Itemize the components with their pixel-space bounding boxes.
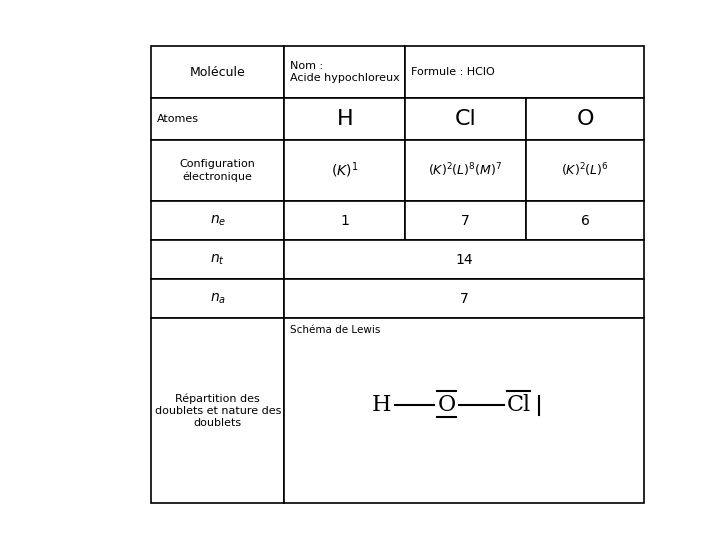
Text: Cl: Cl	[506, 394, 531, 416]
Text: $(K)^2(L)^6$: $(K)^2(L)^6$	[562, 162, 609, 179]
Bar	[526, 98, 644, 140]
Bar	[151, 240, 284, 279]
Text: Formule : HClO: Formule : HClO	[411, 67, 495, 77]
Text: 7: 7	[462, 214, 470, 228]
Bar	[151, 318, 284, 503]
Bar	[151, 98, 284, 140]
Bar	[405, 201, 526, 240]
Text: Répartition des
doublets et nature des
doublets: Répartition des doublets et nature des d…	[155, 394, 281, 428]
Text: Configuration
électronique: Configuration électronique	[180, 159, 256, 181]
Bar	[284, 201, 405, 240]
Text: 1: 1	[341, 214, 349, 228]
Text: Molécule: Molécule	[190, 66, 246, 79]
Bar	[284, 279, 644, 318]
Bar	[284, 98, 405, 140]
Text: $(K)^1$: $(K)^1$	[331, 161, 359, 180]
Bar	[284, 46, 405, 98]
Bar	[405, 46, 644, 98]
Bar	[284, 240, 644, 279]
Text: 6: 6	[581, 214, 590, 228]
Bar	[151, 279, 284, 318]
Text: Cl: Cl	[455, 109, 477, 129]
Bar	[284, 140, 405, 201]
Bar	[151, 201, 284, 240]
Bar	[526, 140, 644, 201]
Text: O: O	[577, 109, 594, 129]
Text: H: H	[372, 394, 392, 416]
Text: $n_e$: $n_e$	[210, 214, 226, 228]
Text: $n_t$: $n_t$	[210, 253, 225, 267]
Bar	[405, 140, 526, 201]
Text: Atomes: Atomes	[157, 114, 199, 124]
Bar	[151, 46, 284, 98]
Text: O: O	[437, 394, 456, 416]
Text: 14: 14	[456, 253, 473, 267]
Text: Schéma de Lewis: Schéma de Lewis	[290, 325, 380, 335]
Text: H: H	[336, 109, 353, 129]
Text: $n_a$: $n_a$	[210, 292, 226, 306]
Text: $(K)^2(L)^8(M)^7$: $(K)^2(L)^8(M)^7$	[428, 162, 503, 179]
Bar	[526, 201, 644, 240]
Bar	[151, 140, 284, 201]
Text: Nom :
Acide hypochloreux: Nom : Acide hypochloreux	[290, 62, 400, 83]
Text: 7: 7	[460, 292, 469, 306]
Bar	[284, 318, 644, 503]
Bar	[405, 98, 526, 140]
